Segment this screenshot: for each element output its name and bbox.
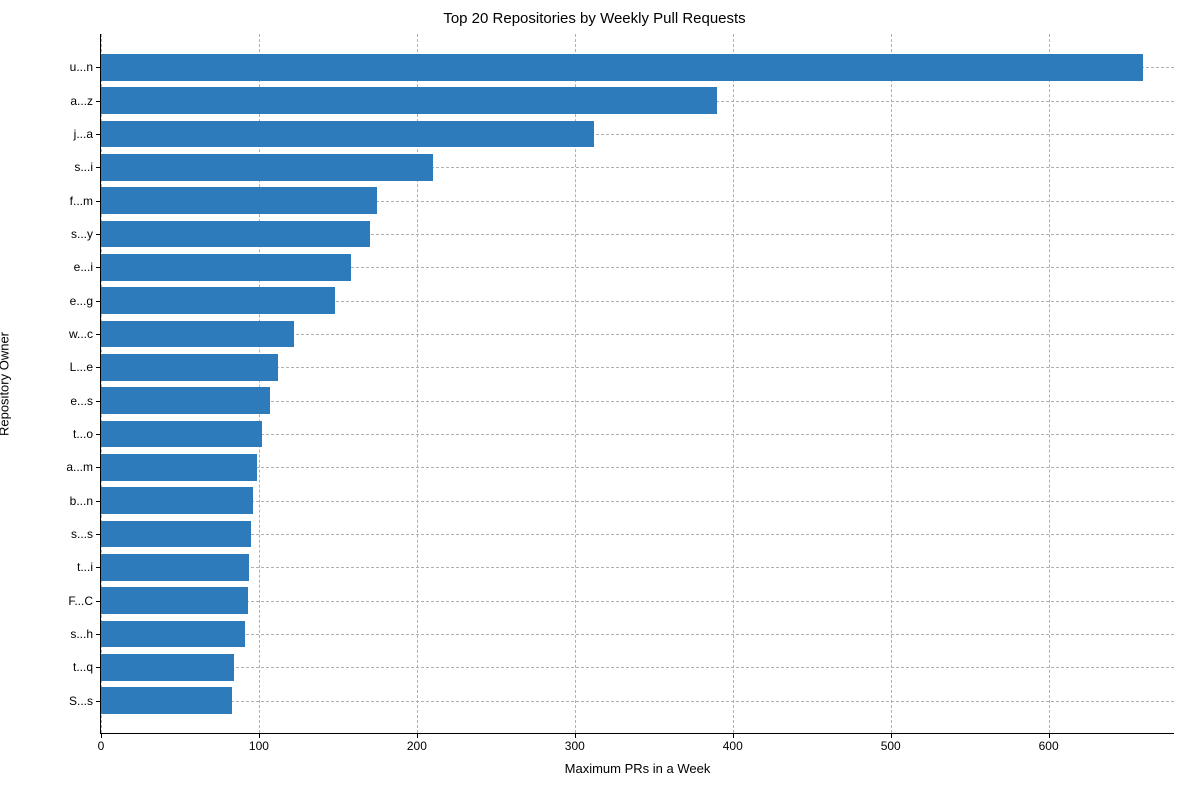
x-tick-label: 300: [565, 733, 585, 753]
bar: [101, 687, 232, 714]
grid-line-vertical: [891, 34, 892, 733]
y-tick-label: s...s: [71, 527, 101, 541]
bar: [101, 387, 270, 414]
y-tick-label: f...m: [70, 194, 101, 208]
bar: [101, 454, 257, 481]
x-tick-label: 100: [249, 733, 269, 753]
bar: [101, 421, 262, 448]
y-tick-label: j...a: [74, 127, 101, 141]
y-tick-label: e...g: [70, 294, 101, 308]
y-tick-label: a...z: [70, 94, 101, 108]
bar: [101, 87, 717, 114]
bar: [101, 587, 248, 614]
bar: [101, 621, 245, 648]
bar: [101, 187, 377, 214]
y-tick-label: t...i: [77, 560, 101, 574]
grid-line-horizontal: [101, 534, 1174, 535]
grid-line-horizontal: [101, 601, 1174, 602]
y-tick-label: s...y: [71, 227, 101, 241]
plot-area: Maximum PRs in a Week Repository Owner 0…: [100, 34, 1174, 734]
y-tick-label: L...e: [70, 360, 101, 374]
x-tick-label: 200: [407, 733, 427, 753]
chart-container: Top 20 Repositories by Weekly Pull Reque…: [0, 0, 1189, 790]
bar: [101, 487, 253, 514]
bar: [101, 521, 251, 548]
bar: [101, 287, 335, 314]
bar: [101, 254, 351, 281]
y-tick-label: b...n: [70, 494, 101, 508]
y-tick-label: F...C: [68, 594, 101, 608]
grid-line-horizontal: [101, 501, 1174, 502]
x-tick-label: 500: [881, 733, 901, 753]
bar: [101, 54, 1143, 81]
grid-line-horizontal: [101, 701, 1174, 702]
bar: [101, 321, 294, 348]
y-tick-label: a...m: [66, 460, 101, 474]
bar: [101, 154, 433, 181]
y-tick-label: t...q: [73, 660, 101, 674]
grid-line-vertical: [1049, 34, 1050, 733]
bar: [101, 121, 594, 148]
bar: [101, 221, 370, 248]
x-tick-label: 0: [98, 733, 105, 753]
x-axis-label: Maximum PRs in a Week: [565, 761, 711, 776]
y-tick-label: s...i: [74, 160, 101, 174]
grid-line-vertical: [733, 34, 734, 733]
grid-line-horizontal: [101, 634, 1174, 635]
y-axis-label: Repository Owner: [0, 331, 11, 435]
x-tick-label: 600: [1039, 733, 1059, 753]
y-tick-label: w...c: [69, 327, 101, 341]
grid-line-horizontal: [101, 567, 1174, 568]
grid-line-horizontal: [101, 667, 1174, 668]
y-tick-label: S...s: [69, 694, 101, 708]
y-tick-label: t...o: [73, 427, 101, 441]
chart-title: Top 20 Repositories by Weekly Pull Reque…: [0, 10, 1189, 27]
y-tick-label: u...n: [70, 60, 101, 74]
grid-line-horizontal: [101, 467, 1174, 468]
y-tick-label: e...i: [74, 260, 101, 274]
y-tick-label: s...h: [70, 627, 101, 641]
bar: [101, 354, 278, 381]
bar: [101, 654, 234, 681]
bar: [101, 554, 249, 581]
y-tick-label: e...s: [70, 394, 101, 408]
x-tick-label: 400: [723, 733, 743, 753]
